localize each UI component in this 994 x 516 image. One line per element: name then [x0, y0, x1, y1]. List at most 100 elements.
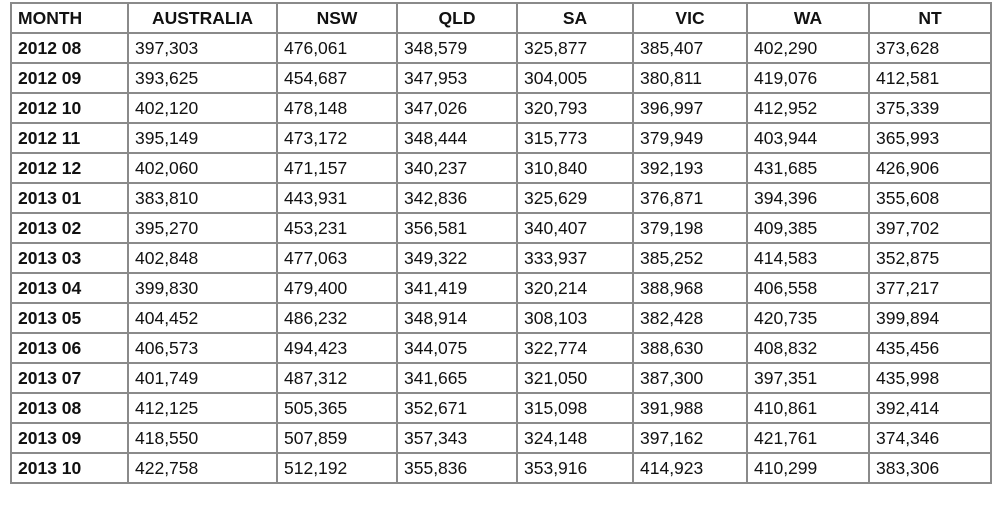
table-row: 2013 10 422,758 512,192 355,836 353,916 414,9… — [10, 452, 992, 484]
month-cell: 2013 10 — [10, 452, 129, 484]
value-cell: 414,583 — [746, 242, 870, 274]
value-cell: 320,793 — [516, 92, 634, 124]
value-cell: 342,836 — [396, 182, 518, 214]
value-cell: 385,407 — [632, 32, 748, 64]
value-cell: 409,385 — [746, 212, 870, 244]
value-cell: 325,877 — [516, 32, 634, 64]
table-row: 2013 02 395,270 453,231 356,581 340,407 379,1… — [10, 212, 992, 244]
month-cell: 2013 05 — [10, 302, 129, 334]
value-cell: 402,848 — [127, 242, 278, 274]
value-cell: 494,423 — [276, 332, 398, 364]
table-row: 2013 05 404,452 486,232 348,914 308,103 382,4… — [10, 302, 992, 334]
value-cell: 443,931 — [276, 182, 398, 214]
value-cell: 353,916 — [516, 452, 634, 484]
value-cell: 412,581 — [868, 62, 992, 94]
table-row: 2013 07 401,749 487,312 341,665 321,050 387,3… — [10, 362, 992, 394]
value-cell: 374,346 — [868, 422, 992, 454]
value-cell: 402,290 — [746, 32, 870, 64]
value-cell: 422,758 — [127, 452, 278, 484]
data-table: MONTH AUSTRALIA NSW QLD SA VIC WA NT 2012 08 397… — [10, 2, 992, 484]
value-cell: 352,671 — [396, 392, 518, 424]
header-cell: AUSTRALIA — [127, 2, 278, 34]
value-cell: 357,343 — [396, 422, 518, 454]
value-cell: 333,937 — [516, 242, 634, 274]
month-cell: 2013 01 — [10, 182, 129, 214]
value-cell: 373,628 — [868, 32, 992, 64]
value-cell: 322,774 — [516, 332, 634, 364]
value-cell: 324,148 — [516, 422, 634, 454]
value-cell: 315,773 — [516, 122, 634, 154]
value-cell: 340,237 — [396, 152, 518, 184]
value-cell: 347,026 — [396, 92, 518, 124]
table-row: 2013 03 402,848 477,063 349,322 333,937 385,2… — [10, 242, 992, 274]
value-cell: 341,665 — [396, 362, 518, 394]
table-row: 2012 10 402,120 478,148 347,026 320,793 396,9… — [10, 92, 992, 124]
value-cell: 419,076 — [746, 62, 870, 94]
value-cell: 402,060 — [127, 152, 278, 184]
value-cell: 393,625 — [127, 62, 278, 94]
value-cell: 349,322 — [396, 242, 518, 274]
value-cell: 397,162 — [632, 422, 748, 454]
value-cell: 392,193 — [632, 152, 748, 184]
value-cell: 410,299 — [746, 452, 870, 484]
value-cell: 348,914 — [396, 302, 518, 334]
value-cell: 321,050 — [516, 362, 634, 394]
value-cell: 399,894 — [868, 302, 992, 334]
value-cell: 414,923 — [632, 452, 748, 484]
value-cell: 397,702 — [868, 212, 992, 244]
value-cell: 505,365 — [276, 392, 398, 424]
value-cell: 476,061 — [276, 32, 398, 64]
header-cell: NT — [868, 2, 992, 34]
month-cell: 2013 04 — [10, 272, 129, 304]
value-cell: 356,581 — [396, 212, 518, 244]
value-cell: 340,407 — [516, 212, 634, 244]
value-cell: 325,629 — [516, 182, 634, 214]
value-cell: 397,351 — [746, 362, 870, 394]
value-cell: 512,192 — [276, 452, 398, 484]
value-cell: 487,312 — [276, 362, 398, 394]
value-cell: 392,414 — [868, 392, 992, 424]
value-cell: 412,125 — [127, 392, 278, 424]
value-cell: 352,875 — [868, 242, 992, 274]
value-cell: 355,836 — [396, 452, 518, 484]
month-cell: 2013 02 — [10, 212, 129, 244]
header-cell: VIC — [632, 2, 748, 34]
value-cell: 395,270 — [127, 212, 278, 244]
value-cell: 347,953 — [396, 62, 518, 94]
value-cell: 401,749 — [127, 362, 278, 394]
value-cell: 385,252 — [632, 242, 748, 274]
value-cell: 473,172 — [276, 122, 398, 154]
value-cell: 341,419 — [396, 272, 518, 304]
table-body: 2012 08 397,303 476,061 348,579 325,877 385,4… — [10, 32, 992, 484]
value-cell: 388,968 — [632, 272, 748, 304]
value-cell: 379,949 — [632, 122, 748, 154]
value-cell: 348,444 — [396, 122, 518, 154]
value-cell: 410,861 — [746, 392, 870, 424]
month-cell: 2012 11 — [10, 122, 129, 154]
value-cell: 431,685 — [746, 152, 870, 184]
value-cell: 408,832 — [746, 332, 870, 364]
month-cell: 2013 08 — [10, 392, 129, 424]
value-cell: 453,231 — [276, 212, 398, 244]
table-row: 2012 11 395,149 473,172 348,444 315,773 379,9… — [10, 122, 992, 154]
value-cell: 395,149 — [127, 122, 278, 154]
header-row: MONTH AUSTRALIA NSW QLD SA VIC WA NT — [10, 2, 992, 34]
header-cell: NSW — [276, 2, 398, 34]
month-cell: 2012 09 — [10, 62, 129, 94]
value-cell: 397,303 — [127, 32, 278, 64]
value-cell: 454,687 — [276, 62, 398, 94]
value-cell: 435,456 — [868, 332, 992, 364]
value-cell: 402,120 — [127, 92, 278, 124]
value-cell: 479,400 — [276, 272, 398, 304]
value-cell: 396,997 — [632, 92, 748, 124]
value-cell: 387,300 — [632, 362, 748, 394]
value-cell: 412,952 — [746, 92, 870, 124]
value-cell: 471,157 — [276, 152, 398, 184]
value-cell: 406,558 — [746, 272, 870, 304]
value-cell: 421,761 — [746, 422, 870, 454]
table-row: 2012 08 397,303 476,061 348,579 325,877 385,4… — [10, 32, 992, 64]
value-cell: 478,148 — [276, 92, 398, 124]
header-cell: WA — [746, 2, 870, 34]
value-cell: 344,075 — [396, 332, 518, 364]
